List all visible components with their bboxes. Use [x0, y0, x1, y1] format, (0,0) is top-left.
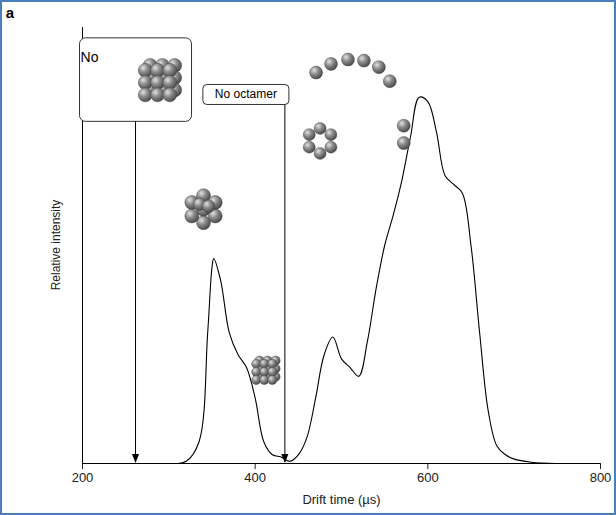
svg-text:No octamer: No octamer — [215, 87, 277, 101]
svg-text:200: 200 — [72, 470, 94, 485]
svg-text:600: 600 — [417, 470, 439, 485]
svg-text:Relative intensity: Relative intensity — [49, 200, 63, 291]
svg-text:400: 400 — [244, 470, 266, 485]
svg-text:Drift time (µs): Drift time (µs) — [302, 492, 380, 507]
svg-text:a: a — [6, 4, 15, 21]
svg-text:No: No — [81, 49, 99, 65]
svg-text:800: 800 — [590, 470, 612, 485]
